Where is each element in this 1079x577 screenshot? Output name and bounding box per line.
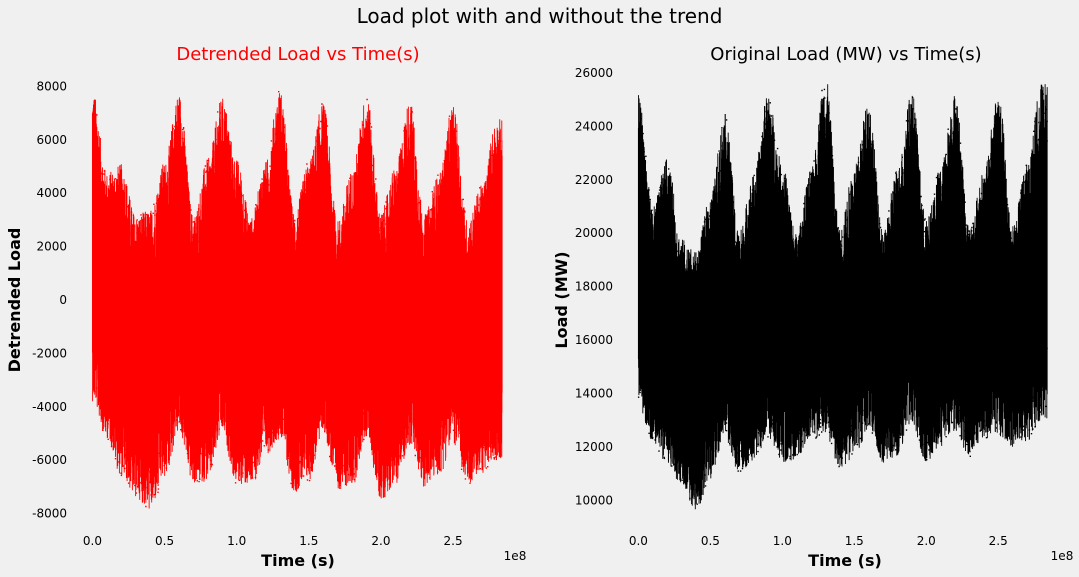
x-tick-label: 0.0 (83, 534, 102, 548)
y-tick-label: 18000 (575, 280, 613, 294)
y-tick-label: 2000 (36, 240, 67, 254)
scatter-points (637, 84, 1048, 510)
y-tick-label: -2000 (32, 346, 67, 360)
y-tick-label: 16000 (575, 333, 613, 347)
chart-title: Detrended Load vs Time(s) (176, 44, 419, 65)
y-tick-label: 14000 (575, 386, 613, 400)
x-tick-label: 1.0 (773, 534, 792, 548)
x-tick-label: 2.0 (917, 534, 936, 548)
x-axis-label: Time (s) (261, 551, 335, 570)
x-tick-label: 1.5 (845, 534, 864, 548)
x-tick-label: 0.5 (701, 534, 720, 548)
y-axis-label: Load (MW) (552, 251, 571, 348)
y-tick-label: 22000 (575, 173, 613, 187)
x-offset-label: 1e8 (1051, 549, 1074, 563)
y-tick-label: 10000 (575, 493, 613, 507)
y-tick-label: -8000 (32, 507, 67, 521)
x-offset-label: 1e8 (504, 549, 527, 563)
chart-title: Original Load (MW) vs Time(s) (710, 44, 981, 65)
x-tick-label: 2.5 (989, 534, 1008, 548)
y-tick-label: 4000 (36, 186, 67, 200)
y-tick-label: -6000 (32, 453, 67, 467)
x-tick-label: 1.0 (227, 534, 246, 548)
scatter-points (91, 91, 503, 509)
y-tick-label: 0 (59, 293, 67, 307)
x-tick-label: 1.5 (299, 534, 318, 548)
y-tick-label: -4000 (32, 400, 67, 414)
y-tick-label: 12000 (575, 440, 613, 454)
y-tick-label: 26000 (575, 66, 613, 80)
y-tick-label: 24000 (575, 119, 613, 133)
x-tick-label: 0.5 (155, 534, 174, 548)
y-tick-label: 6000 (36, 133, 67, 147)
x-axis-label: Time (s) (808, 551, 882, 570)
x-tick-label: 2.5 (444, 534, 463, 548)
x-tick-label: 2.0 (371, 534, 390, 548)
y-tick-label: 20000 (575, 226, 613, 240)
detrended-load-chart: Detrended Load vs Time(s) -8000 -6000 -4000… (5, 44, 527, 570)
figure-suptitle: Load plot with and without the trend (356, 4, 723, 28)
y-axis-label: Detrended Load (5, 228, 24, 373)
y-tick-label: 8000 (36, 79, 67, 93)
x-tick-label: 0.0 (629, 534, 648, 548)
